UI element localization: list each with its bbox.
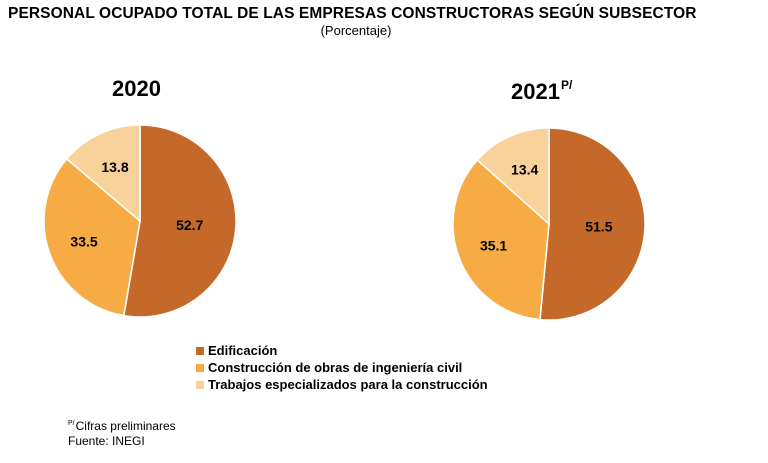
pie-2020-slice-ingenieria-civil	[43, 157, 141, 317]
pie-2021-title: 2021P/	[511, 78, 572, 105]
legend-swatch-ingenieria-civil	[196, 363, 204, 372]
legend-swatch-edificacion	[196, 346, 204, 355]
pie-2021-label-trabajos-especializados: 13.4	[511, 162, 538, 178]
pie-2020-slice-edificacion	[122, 124, 237, 318]
pie-2020-label-trabajos-especializados: 13.8	[101, 159, 128, 175]
chart-subtitle: (Porcentaje)	[320, 23, 392, 38]
pie-2021-slice-edificacion	[539, 127, 646, 321]
footnote-preliminary: P/Cifras preliminares	[68, 419, 176, 433]
pie-2021-year: 2021	[511, 79, 560, 104]
legend-label-trabajos-especializados: Trabajos especializados para la construc…	[208, 377, 488, 392]
pie-2020-slice-trabajos-especializados	[65, 124, 141, 223]
chart-title: PERSONAL OCUPADO TOTAL DE LAS EMPRESAS C…	[8, 5, 697, 22]
pie-chart-2020: 52.7 33.5 13.8	[43, 124, 237, 318]
pie-2021-prelim-mark: P/	[560, 78, 573, 92]
pie-2021-slice-trabajos-especializados	[476, 127, 550, 226]
pie-2021-label-edificacion: 51.5	[585, 218, 612, 234]
legend-label-ingenieria-civil: Construcción de obras de ingeniería civi…	[208, 360, 463, 375]
pie-2020-label-edificacion: 52.7	[176, 217, 203, 233]
legend-swatch-trabajos-especializados	[196, 380, 204, 389]
pie-2020-title: 2020	[112, 76, 161, 102]
footnote-source: Fuente: INEGI	[68, 434, 145, 448]
pie-2020-year: 2020	[112, 76, 161, 101]
legend-item-trabajos-especializados: Trabajos especializados para la construc…	[196, 376, 488, 393]
pie-2021-label-ingenieria-civil: 35.1	[480, 238, 507, 254]
legend-item-ingenieria-civil: Construcción de obras de ingeniería civi…	[196, 359, 488, 376]
pie-2021-slice-ingenieria-civil	[452, 159, 550, 321]
legend-item-edificacion: Edificación	[196, 342, 488, 359]
pie-chart-2021: 51.5 35.1 13.4	[452, 127, 646, 321]
legend: Edificación Construcción de obras de ing…	[196, 342, 488, 393]
legend-label-edificacion: Edificación	[208, 343, 278, 358]
pie-2020-label-ingenieria-civil: 33.5	[70, 233, 97, 249]
footnote-text: Cifras preliminares	[75, 419, 176, 433]
footnote-mark: P/	[68, 420, 75, 427]
